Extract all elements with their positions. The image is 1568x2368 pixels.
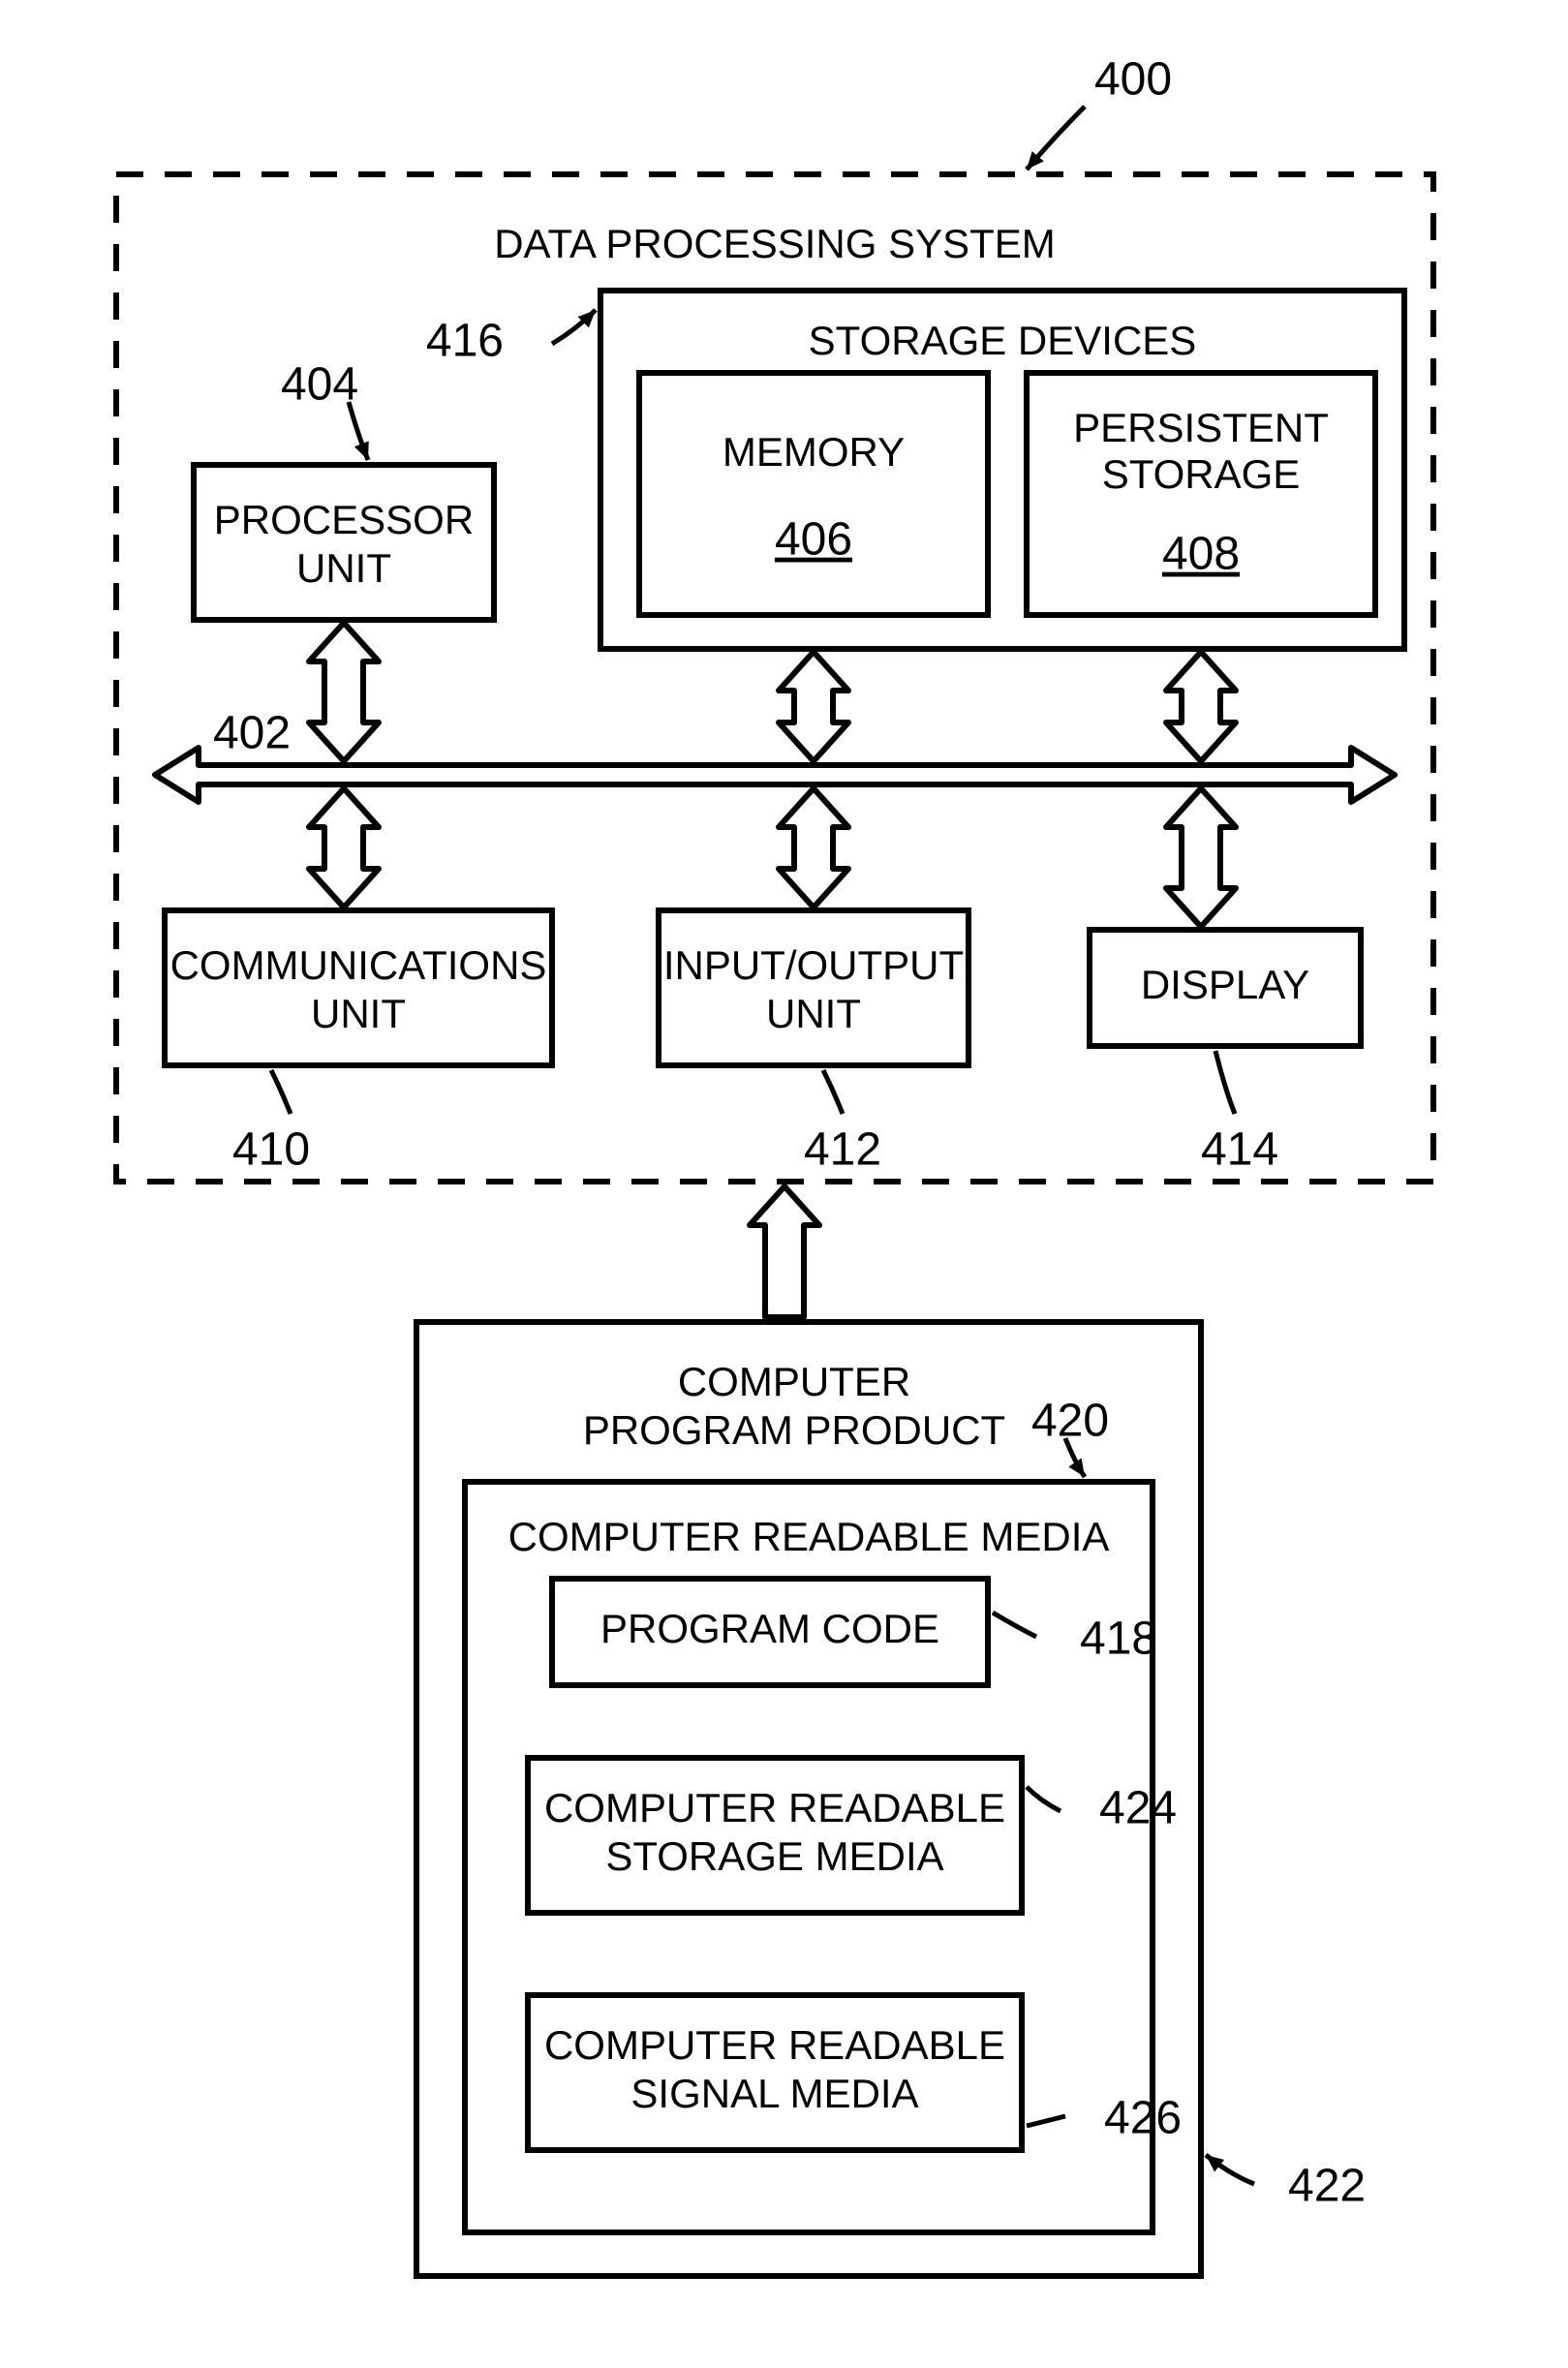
io-label-2: UNIT bbox=[766, 991, 861, 1036]
ref-426: 426 bbox=[1104, 2093, 1182, 2144]
ref-416: 416 bbox=[426, 316, 504, 367]
ref-leader bbox=[271, 1070, 291, 1114]
ref-424: 424 bbox=[1099, 1783, 1177, 1834]
ref-418: 418 bbox=[1080, 1614, 1157, 1665]
storage-media-label-2: STORAGE MEDIA bbox=[605, 1833, 943, 1879]
persistent-label-1: PERSISTENT bbox=[1073, 405, 1329, 450]
ref-406: 406 bbox=[775, 514, 852, 566]
storage-devices-title: STORAGE DEVICES bbox=[809, 318, 1197, 363]
arrow-product-to-system bbox=[750, 1186, 819, 1317]
ref-408: 408 bbox=[1162, 529, 1240, 580]
signal-media-label-1: COMPUTER READABLE bbox=[544, 2022, 1005, 2068]
system-title: DATA PROCESSING SYSTEM bbox=[494, 221, 1056, 266]
memory-label: MEMORY bbox=[723, 429, 905, 475]
signal-media-label-2: SIGNAL MEDIA bbox=[630, 2071, 918, 2116]
arrow-persistent-bus bbox=[1166, 652, 1236, 761]
ref-leader bbox=[993, 1613, 1036, 1637]
ref-leader bbox=[823, 1070, 843, 1114]
ref-420: 420 bbox=[1031, 1396, 1109, 1447]
ref-leader bbox=[1215, 1051, 1235, 1114]
product-title-2: PROGRAM PRODUCT bbox=[583, 1407, 1005, 1453]
arrow-bus-comm bbox=[309, 788, 379, 907]
arrow-bus-io bbox=[779, 788, 848, 907]
ref-leader bbox=[1027, 1787, 1061, 1811]
arrow-memory-bus bbox=[779, 652, 848, 761]
io-label-1: INPUT/OUTPUT bbox=[663, 942, 964, 988]
comm-label-1: COMMUNICATIONS bbox=[170, 942, 547, 988]
media-title: COMPUTER READABLE MEDIA bbox=[508, 1514, 1110, 1559]
arrow-bus-display bbox=[1166, 788, 1236, 927]
ref-402: 402 bbox=[213, 708, 291, 759]
program-code-label: PROGRAM CODE bbox=[600, 1606, 939, 1651]
processor-label-1: PROCESSOR bbox=[214, 497, 474, 542]
display-label: DISPLAY bbox=[1141, 962, 1309, 1007]
storage-media-label-1: COMPUTER READABLE bbox=[544, 1785, 1005, 1830]
comm-label-2: UNIT bbox=[311, 991, 406, 1036]
memory-box bbox=[639, 373, 988, 615]
ref-410: 410 bbox=[232, 1124, 310, 1176]
ref-leader bbox=[1027, 2116, 1065, 2126]
ref-422: 422 bbox=[1288, 2161, 1366, 2212]
arrow-processor-bus bbox=[309, 623, 379, 761]
persistent-label-2: STORAGE bbox=[1102, 451, 1301, 497]
product-title-1: COMPUTER bbox=[678, 1359, 910, 1404]
ref-412: 412 bbox=[804, 1124, 881, 1176]
processor-label-2: UNIT bbox=[296, 545, 391, 591]
ref-414: 414 bbox=[1201, 1124, 1278, 1176]
ref-400: 400 bbox=[1094, 54, 1172, 106]
